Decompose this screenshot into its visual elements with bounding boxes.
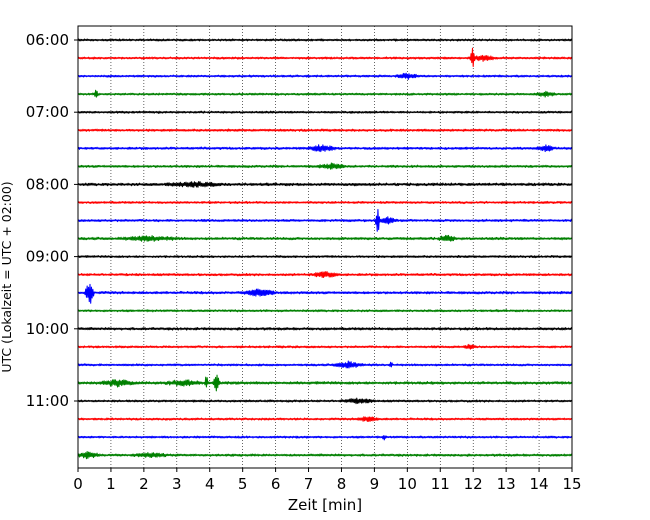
seismic-trace	[77, 208, 573, 232]
x-tick-label: 13	[497, 475, 516, 493]
seismic-trace	[77, 271, 573, 278]
seismic-trace	[77, 343, 573, 350]
seismic-trace	[77, 374, 573, 392]
seismic-trace	[77, 416, 573, 422]
x-tick-label: 0	[73, 475, 83, 493]
seismic-trace	[77, 435, 573, 441]
y-tick-label: 11:00	[26, 392, 69, 410]
x-tick-label: 3	[172, 475, 182, 493]
seismic-trace	[77, 451, 573, 460]
x-tick-label: 11	[431, 475, 450, 493]
y-axis-ticks: 06:00 07:00 08:00 09:00 10:00 11:00	[26, 31, 78, 410]
y-tick-label: 09:00	[26, 248, 69, 266]
seismic-trace	[77, 360, 573, 369]
seismic-trace	[77, 283, 573, 304]
plot-frame	[77, 25, 573, 469]
x-tick-label: 2	[139, 475, 149, 493]
seismic-trace	[77, 254, 573, 259]
y-tick-label: 10:00	[26, 320, 69, 338]
x-tick-label: 1	[106, 475, 116, 493]
seismic-trace	[77, 47, 573, 68]
seismic-trace	[77, 200, 573, 205]
x-tick-label: 9	[370, 475, 380, 493]
y-tick-label: 08:00	[26, 175, 69, 193]
seismic-trace	[77, 181, 573, 188]
x-tick-label: 14	[530, 475, 549, 493]
seismic-trace	[77, 397, 573, 405]
x-tick-label: 12	[464, 475, 483, 493]
seismic-trace	[77, 309, 573, 313]
seismic-trace	[77, 89, 573, 98]
seismic-trace	[77, 234, 573, 242]
seismic-trace	[77, 110, 573, 114]
x-tick-label: 5	[238, 475, 248, 493]
seismic-trace	[77, 162, 573, 170]
seismic-trace	[77, 326, 573, 331]
seismic-traces	[77, 38, 573, 460]
x-axis-label: Zeit [min]	[288, 496, 362, 514]
x-tick-label: 6	[271, 475, 281, 493]
seismic-trace	[77, 72, 573, 80]
x-tick-label: 7	[304, 475, 314, 493]
x-tick-label: 10	[398, 475, 417, 493]
x-tick-label: 15	[562, 475, 581, 493]
seismic-trace	[77, 128, 573, 132]
x-axis-ticks: 0 1 2 3 4 5 6 7 8 9 10 11 12 13 14 15	[73, 468, 582, 493]
seismic-trace	[77, 144, 573, 153]
y-axis-label: UTC (Lokalzeit = UTC + 02:00)	[0, 181, 14, 372]
x-tick-label: 4	[205, 475, 215, 493]
x-tick-label: 8	[337, 475, 347, 493]
seismic-trace	[77, 38, 573, 42]
y-tick-label: 07:00	[26, 103, 69, 121]
y-tick-label: 06:00	[26, 31, 69, 49]
